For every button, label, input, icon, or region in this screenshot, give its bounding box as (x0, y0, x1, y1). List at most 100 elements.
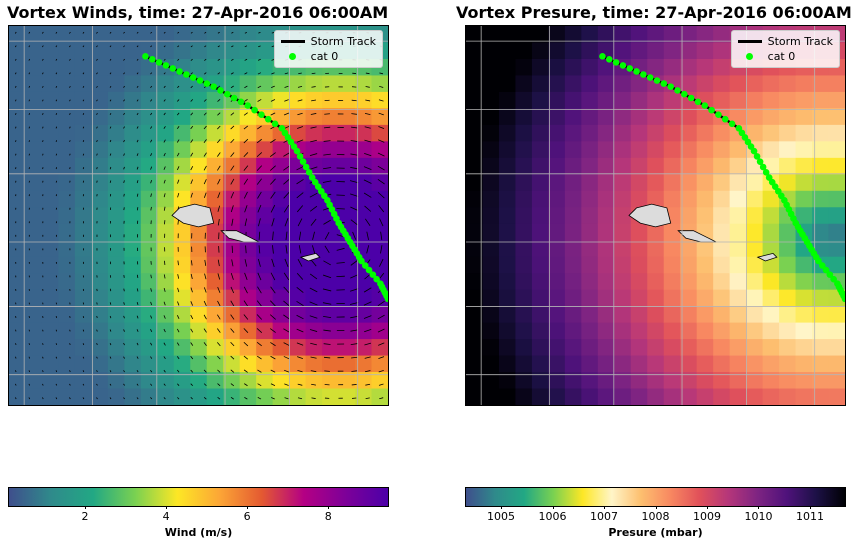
heatmap-cell (498, 322, 517, 340)
heatmap-cell (746, 124, 764, 142)
heatmap-cell (91, 240, 109, 258)
heatmap-cell (272, 190, 290, 208)
heatmap-cell (190, 108, 208, 126)
heatmap-cell (597, 190, 615, 208)
heatmap-cell (614, 91, 632, 109)
wind-vector (231, 218, 234, 226)
wind-vector (69, 85, 71, 88)
wind-vector (150, 153, 153, 157)
heatmap-cell (828, 91, 845, 109)
heatmap-cell (157, 223, 175, 241)
storm-track-label: Storm Track (767, 35, 833, 48)
heatmap-cell (206, 322, 224, 340)
heatmap-cell (597, 388, 615, 405)
wind-vector (150, 139, 153, 143)
heatmap-cell (581, 157, 599, 175)
wind-vector (177, 192, 180, 198)
wind-vector (284, 258, 289, 267)
wind-vector (310, 126, 317, 129)
heatmap-cell (41, 91, 60, 109)
wind-vector (150, 342, 153, 346)
wind-vector (150, 329, 153, 333)
wind-map-panel[interactable]: Storm Track cat 0 (8, 25, 389, 406)
heatmap-cell (371, 108, 388, 126)
heatmap-cell (581, 339, 599, 357)
heatmap-cell (729, 306, 747, 324)
heatmap-cell (647, 157, 665, 175)
heatmap-cell (498, 306, 517, 324)
heatmap-cell (548, 58, 566, 77)
pressure-map-panel[interactable]: Storm Track cat 0 (465, 25, 846, 406)
heatmap-cell (581, 91, 599, 109)
heatmap-cell (157, 124, 175, 142)
wind-vector (309, 166, 318, 170)
heatmap-cell (140, 141, 158, 159)
heatmap-cell (223, 42, 241, 60)
wind-vector (123, 153, 125, 156)
heatmap-cell (173, 322, 191, 340)
heatmap-cell (25, 124, 43, 142)
cat0-label: cat 0 (767, 50, 796, 63)
heatmap-cell (647, 223, 665, 241)
heatmap-cell (812, 124, 830, 142)
heatmap-cell (762, 240, 780, 258)
heatmap-cell (680, 190, 698, 208)
wind-vector (217, 85, 221, 89)
heatmap-cell (812, 339, 830, 357)
track-point (217, 87, 224, 94)
heatmap-cell (515, 207, 533, 225)
heatmap-cell (515, 306, 533, 324)
heatmap-cell (58, 157, 76, 175)
wind-vector (163, 356, 166, 360)
wind-vector (336, 247, 345, 251)
heatmap-cell (157, 108, 175, 126)
heatmap-cell (531, 240, 549, 258)
heatmap-cell (157, 339, 175, 357)
heatmap-cell (157, 190, 175, 208)
heatmap-cell (58, 42, 76, 60)
wind-vector (96, 370, 98, 373)
heatmap-cell (564, 355, 582, 373)
heatmap-cell (614, 273, 632, 291)
heatmap-cell (58, 355, 76, 373)
heatmap-cell (107, 91, 125, 109)
wind-vector (42, 329, 44, 332)
track-point (701, 102, 709, 109)
heatmap-cell (564, 339, 582, 357)
wind-vector (177, 45, 180, 48)
heatmap-cell (124, 91, 142, 109)
heatmap-cell (630, 26, 648, 44)
heatmap-cell (828, 306, 845, 324)
heatmap-cell (74, 388, 92, 405)
heatmap-cell (157, 372, 175, 390)
wind-vector (69, 140, 71, 143)
heatmap-cell (289, 322, 307, 340)
heatmap-cell (107, 75, 125, 93)
track-point (264, 115, 272, 123)
wind-vector (243, 165, 249, 171)
heatmap-cell (41, 174, 60, 192)
heatmap-cell (795, 339, 813, 357)
wind-vector (109, 370, 112, 373)
heatmap-cell (647, 240, 665, 258)
wind-vector (109, 99, 112, 102)
heatmap-cell (779, 388, 797, 405)
heatmap-cell (614, 223, 632, 241)
heatmap-cell (256, 388, 274, 405)
wind-vector (378, 99, 384, 102)
heatmap-cell (124, 355, 142, 373)
heatmap-cell (140, 273, 158, 291)
wind-vector (312, 245, 316, 254)
wind-vector (296, 300, 304, 307)
heatmap-cell (498, 388, 517, 405)
heatmap-cell (597, 223, 615, 241)
wind-vector (123, 288, 125, 292)
heatmap-cell (779, 91, 797, 109)
heatmap-cell (812, 157, 830, 175)
wind-vector (15, 383, 17, 386)
heatmap-cell (498, 339, 517, 357)
wind-vector (176, 328, 180, 333)
heatmap-cell (647, 108, 665, 126)
heatmap-cell (795, 75, 813, 93)
heatmap-cell (597, 91, 615, 109)
